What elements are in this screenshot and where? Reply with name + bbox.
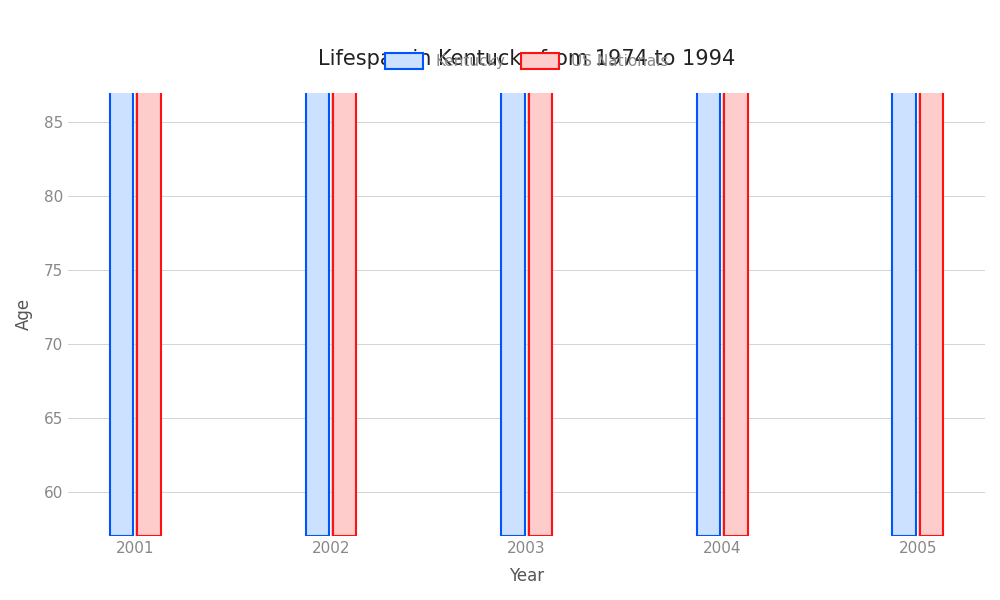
Legend: Kentucky, US Nationals: Kentucky, US Nationals [379,47,675,76]
Bar [110,0,133,536]
Bar [333,0,356,536]
Title: Lifespan in Kentucky from 1974 to 1994: Lifespan in Kentucky from 1974 to 1994 [318,49,735,69]
Bar [137,0,161,536]
Bar [697,0,720,536]
X-axis label: Year: Year [509,567,544,585]
Bar [306,0,329,536]
Bar [724,0,748,536]
Bar [920,0,943,536]
Bar [501,0,525,536]
Y-axis label: Age: Age [15,298,33,331]
Bar [529,0,552,536]
Bar [892,0,916,536]
